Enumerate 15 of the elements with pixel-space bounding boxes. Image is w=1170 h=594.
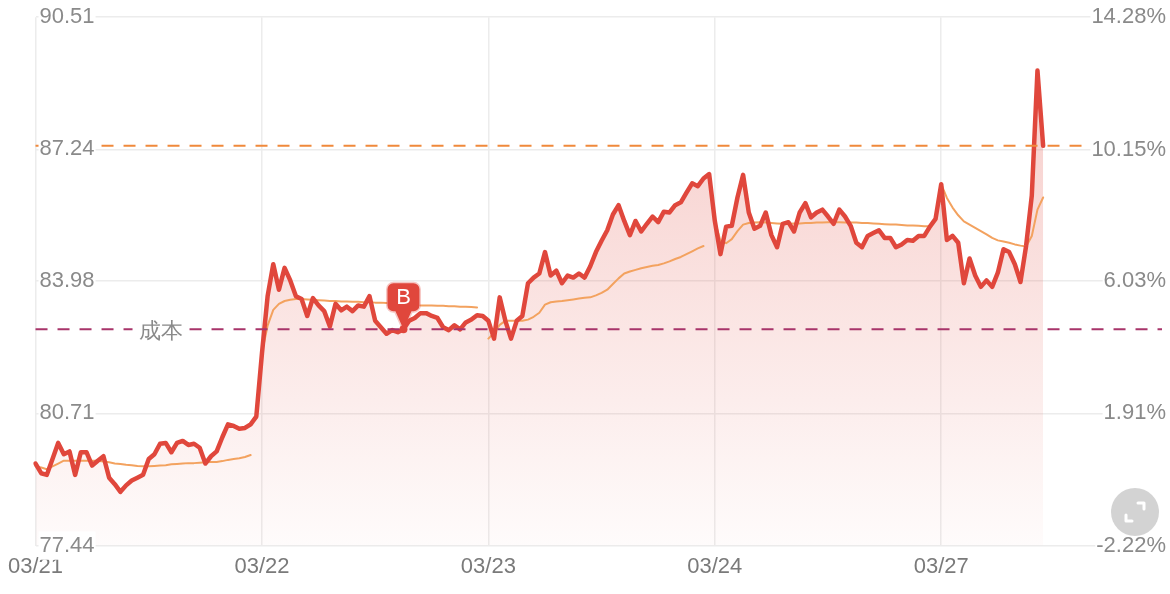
y2-tick-label: -2.22% [1096, 531, 1166, 557]
x-tick-label: 03/27 [913, 552, 969, 578]
y2-tick-label: 10.15% [1091, 135, 1166, 161]
x-tick-label: 03/23 [460, 552, 516, 578]
y-tick-label: 83.98 [39, 267, 95, 293]
y2-tick-label: 1.91% [1103, 399, 1166, 425]
y-tick-label: 87.24 [39, 135, 95, 161]
y2-tick-label: 6.03% [1103, 267, 1166, 293]
y-tick-label: 77.44 [39, 531, 95, 557]
x-tick-label: 03/22 [234, 552, 290, 578]
y-tick-label: 90.51 [39, 3, 95, 29]
ref-line-label: 成本 [138, 318, 183, 344]
y-tick-label: 80.71 [39, 399, 95, 425]
x-tick-label: 03/24 [687, 552, 743, 578]
y2-tick-label: 14.28% [1091, 3, 1166, 29]
